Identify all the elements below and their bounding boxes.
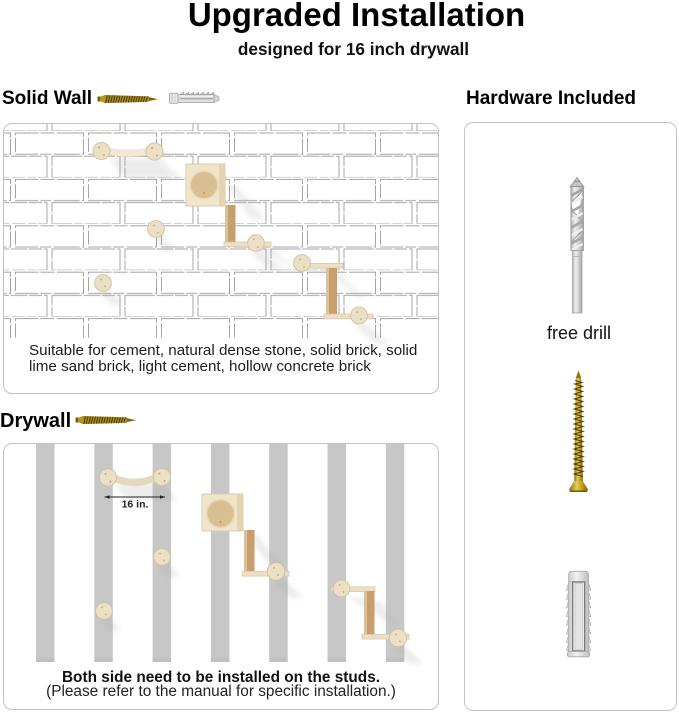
- svg-text:free drill: free drill: [547, 323, 611, 343]
- svg-text:16 in.: 16 in.: [122, 499, 149, 511]
